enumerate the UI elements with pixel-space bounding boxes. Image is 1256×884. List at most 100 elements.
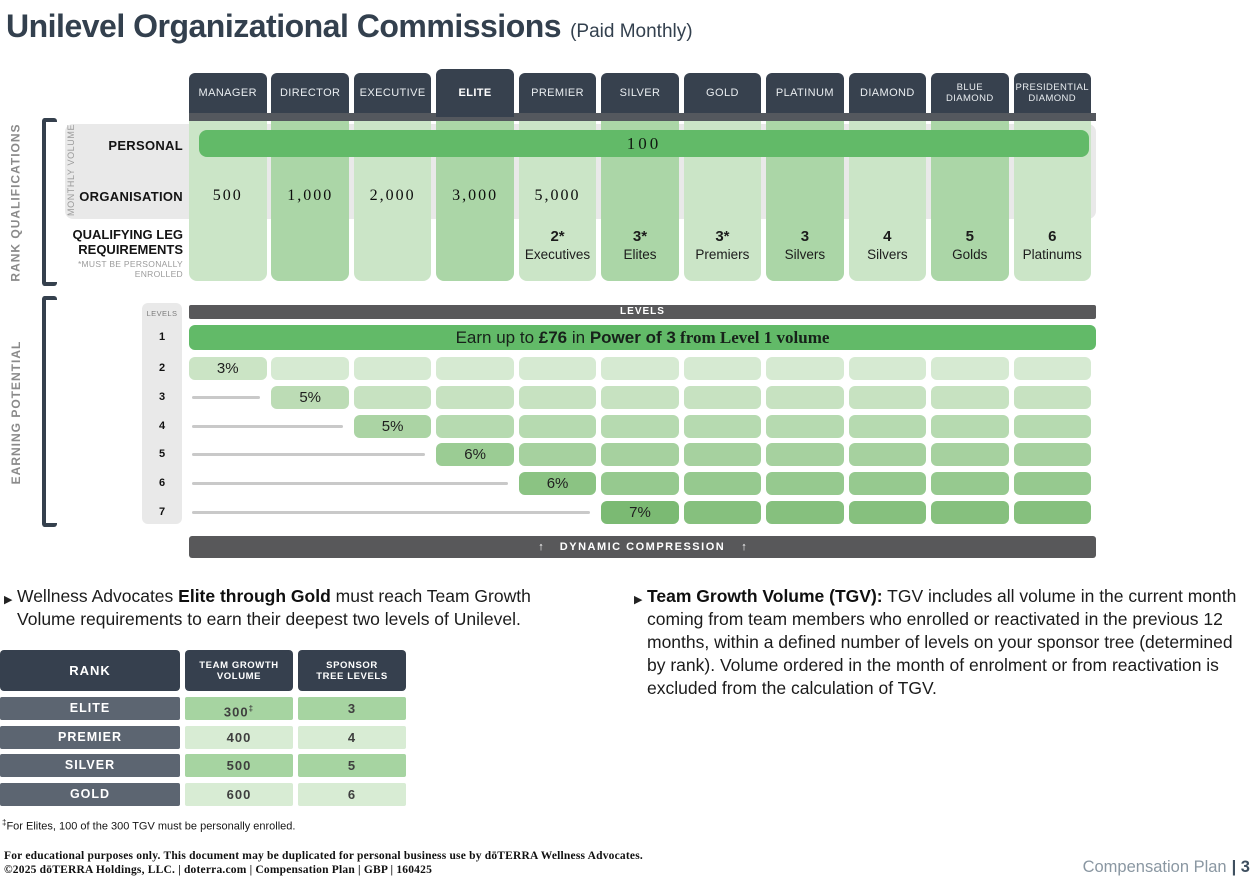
org-volume-value: 1,000 [287,187,334,204]
qualifying-leg-label: QUALIFYING LEG REQUIREMENTS [72,227,184,257]
leg-requirement-count: 2* [550,228,565,245]
level-row-percent: 5% [271,385,349,409]
footnote-mark: ‡ [2,818,7,827]
leg-requirement-rank: Silvers [784,247,826,262]
level-1-bar: Earn up to £76 in Power of 3 from Level … [189,325,1096,350]
tgv-header-volume-line2: VOLUME [216,670,262,682]
leg-requirement: 5 Golds [931,228,1009,263]
up-arrow-icon: ↑ [538,541,544,553]
level-row-segment [931,357,1009,380]
rank-tab-executive: EXECUTIVE [353,73,432,113]
level-row-percent: 5% [353,414,432,438]
level-row-segment [1013,472,1091,496]
rank-tab-label: GOLD [706,87,739,99]
level-leader-line [192,424,343,428]
tgv-row-levels: 3 [298,697,406,720]
rank-tab-label: DIAMOND [1028,93,1077,104]
level-leader-line [192,511,591,514]
level1-text-mid: in [567,328,590,347]
page-label-text: Compensation Plan [1082,858,1227,876]
rank-tab-platinum: PLATINUM [766,73,844,113]
level1-text-amount: £76 [538,328,568,347]
org-volume-value: 500 [212,187,243,204]
personal-volume-value: 100 [626,134,662,153]
leg-requirement-rank: Premiers [695,247,750,262]
note-left-post: must reach Team Growth Volume requiremen… [17,586,531,629]
level-row-segment [353,385,432,409]
leg-requirement: 2* Executives [519,228,597,263]
level-row-segment [683,443,762,467]
level-leader-line [192,395,261,399]
leg-requirement: 4 Silvers [849,228,927,263]
tgv-header-sponsor-line2: TREE LEVELS [316,670,388,682]
leg-requirement: 3* Elites [601,228,679,263]
level-row-segment [518,357,597,380]
rank-qualifications-bracket [42,118,57,286]
up-arrow-icon: ↑ [741,541,747,553]
level-row-segment [766,472,844,496]
levels-sidebar-title: LEVELS [146,309,178,318]
rank-tab-premier: PREMIER [518,73,597,113]
level1-text-power: Power of 3 [589,328,676,347]
tgv-row-rank: ELITE [0,697,180,720]
level-row-segment [931,472,1009,496]
level-row-segment [1013,414,1091,438]
tgv-row-volume: 500 [185,754,293,778]
tgv-row-rank: GOLD [0,783,180,807]
level1-text-post: from Level 1 volume [675,328,830,347]
level-row-percent: 3% [189,357,267,380]
tgv-row-volume: 300‡ [185,697,293,720]
earning-potential-bracket [42,296,57,527]
level-row-percent: 6% [436,443,514,467]
level-row-segment [601,472,679,496]
level-row-segment [518,443,597,467]
level-row-segment [931,385,1009,409]
note-right-text: TGV includes all volume in the current m… [647,586,1237,698]
tgv-definition-note: ▶ Team Growth Volume (TGV): TGV includes … [634,585,1254,700]
commission-grid: 500 1,000 2,000 3,000 5,000 2* Executives 3* Eli… [189,0,1096,884]
level-row-segment [271,357,349,380]
rank-tab-label: DIAMOND [859,87,915,99]
organisation-row-label: ORGANISATION [79,189,183,204]
levels-sidebar-number: 4 [158,419,166,432]
tgv-header-volume: TEAM GROWTH VOLUME [185,650,293,691]
rank-tab-director: DIRECTOR [271,73,349,113]
level-row-segment [1013,443,1091,467]
level-row-segment [601,414,679,438]
leg-requirement-count: 6 [1048,228,1057,245]
rank-tab-label: MANAGER [198,87,257,99]
level-row-segment [436,385,514,409]
rank-tab-manager: MANAGER [189,73,267,113]
earning-potential-label: EARNING POTENTIAL [9,340,23,485]
level-row-segment [518,385,597,409]
rank-tab-label: PREMIER [531,87,584,99]
footnote-mark: ‡ [248,704,255,713]
level-row-segment [848,443,927,467]
dynamic-compression-bar: ↑ DYNAMIC COMPRESSION ↑ [189,536,1096,558]
page-title: Unilevel Organizational Commissions (Pai… [6,8,693,45]
levels-sidebar-number: 6 [158,477,166,490]
footnote-text: For Elites, 100 of the 300 TGV must be p… [6,820,296,833]
level-row-segment [518,414,597,438]
page-number-label: Compensation Plan | 3 [1083,858,1250,877]
level-row-segment [766,357,844,380]
leg-requirement-rank: Golds [952,247,988,262]
leg-requirement-count: 3 [800,228,810,245]
level-row-segment [766,501,844,524]
level-row-segment [848,414,927,438]
level-row-segment [848,385,927,409]
note-right-bold: Team Growth Volume (TGV): [647,586,883,606]
level-row-segment [766,443,844,467]
tgv-row-rank: SILVER [0,754,180,778]
leg-requirement-count: 3* [632,228,648,245]
levels-sidebar-number: 7 [158,506,166,518]
level-leader-line [192,482,508,486]
level-row-segment [931,414,1009,438]
tgv-row-volume: 600 [185,783,293,807]
level-row-segment [683,501,762,524]
note-left-bold: Elite through Gold [178,586,331,606]
rank-tab-label: BLUE [956,82,983,93]
dynamic-compression-label: DYNAMIC COMPRESSION [559,541,726,553]
levels-sidebar-number: 2 [158,362,166,374]
